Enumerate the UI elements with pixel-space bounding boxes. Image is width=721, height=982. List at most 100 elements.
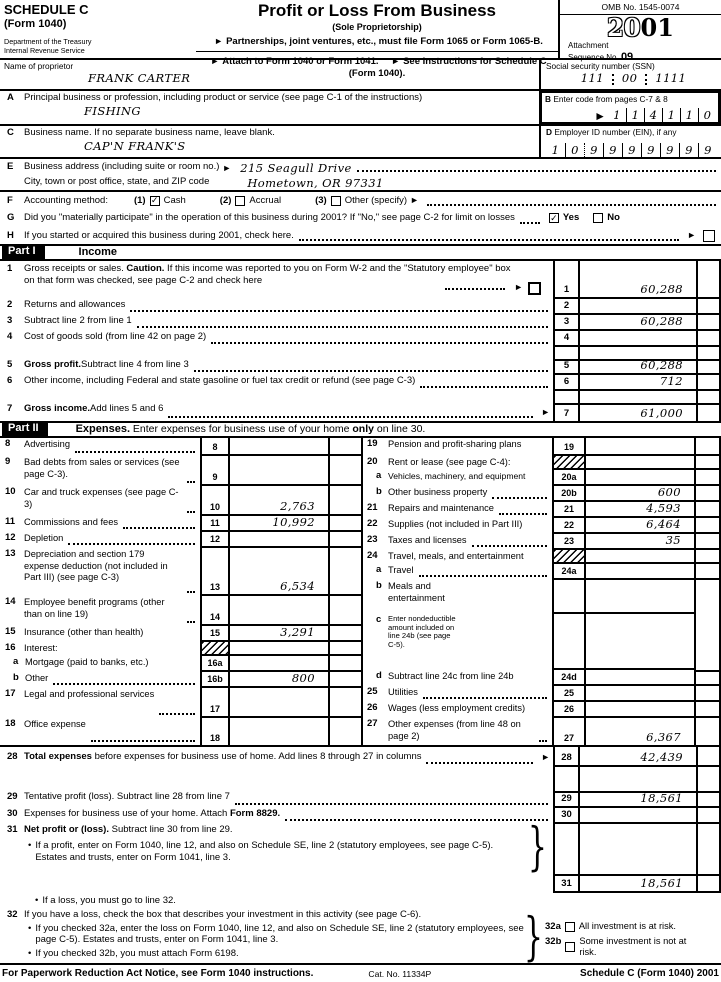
cents-cell[interactable] xyxy=(696,718,719,745)
line-29-amount[interactable]: 18,561 xyxy=(580,791,696,808)
line-20a-amount[interactable] xyxy=(586,470,694,486)
cents-cell[interactable] xyxy=(330,688,361,718)
cents-cell[interactable] xyxy=(696,518,719,534)
line-7-cents[interactable] xyxy=(698,403,719,421)
accrual-checkbox[interactable] xyxy=(235,195,246,206)
city-state-zip-value[interactable]: Hometown, OR 97331 xyxy=(247,176,384,191)
line-28-amount[interactable]: 42,439 xyxy=(580,747,696,767)
no-label: No xyxy=(607,212,620,224)
cents-cell[interactable] xyxy=(698,747,719,767)
line-24c-amount[interactable] xyxy=(586,614,694,670)
all-investment-at-risk-checkbox[interactable] xyxy=(564,921,575,932)
line-25-number-label: 25 xyxy=(367,686,378,697)
yes-checkbox[interactable]: ✓ xyxy=(548,212,559,223)
line-7-label: Add lines 5 and 6 xyxy=(90,403,164,414)
line-19-amount[interactable] xyxy=(586,438,694,456)
cents-cell xyxy=(330,642,361,656)
statutory-employee-checkbox[interactable] xyxy=(528,282,541,295)
line-31-amount[interactable]: 18,561 xyxy=(580,874,696,893)
some-investment-not-at-risk-checkbox[interactable] xyxy=(565,941,576,952)
form-footer: For Paperwork Reduction Act Notice, see … xyxy=(0,963,721,982)
cash-checkbox[interactable]: ✓ xyxy=(149,195,160,206)
line-d-ein[interactable]: 1 0 9 9 9 9 9 9 9 xyxy=(546,142,719,157)
line-17-amount[interactable] xyxy=(230,688,328,718)
line-23-amount[interactable]: 35 xyxy=(586,533,694,550)
cents-cell[interactable] xyxy=(698,791,719,808)
line-12-amount[interactable] xyxy=(230,532,328,548)
line-1-amount[interactable]: 60,288 xyxy=(580,261,696,299)
line-16b-amount[interactable]: 800 xyxy=(230,671,328,688)
line-2-cents[interactable] xyxy=(698,299,719,315)
line-7-amount[interactable]: 61,000 xyxy=(580,403,696,421)
cents-cell[interactable] xyxy=(696,502,719,518)
arrow-icon: ► xyxy=(541,406,550,417)
line-b-code[interactable]: ► 1 1 4 1 1 0 xyxy=(545,107,716,122)
line-29-number-label: 29 xyxy=(7,791,18,802)
cents-cell[interactable] xyxy=(330,516,361,532)
line-32-brace: } xyxy=(523,908,543,968)
cents-cell[interactable] xyxy=(696,702,719,718)
line-3-cents[interactable] xyxy=(698,315,719,331)
line-6-cents[interactable] xyxy=(698,375,719,391)
ssn-value[interactable]: 111 00 1111 xyxy=(546,71,721,86)
cents-cell[interactable] xyxy=(330,532,361,548)
cents-cell[interactable] xyxy=(696,438,719,456)
line-2-amount[interactable] xyxy=(580,299,696,315)
line-9-amount[interactable] xyxy=(230,456,328,486)
cents-cell[interactable] xyxy=(696,686,719,702)
cents-cell[interactable] xyxy=(698,874,719,893)
line-24d-amount[interactable] xyxy=(586,670,694,686)
line-4-cents[interactable] xyxy=(698,331,719,347)
cents-cell[interactable] xyxy=(696,534,719,550)
cents-cell[interactable] xyxy=(696,486,719,502)
line-3-amount[interactable]: 60,288 xyxy=(580,314,696,331)
line-15-amount[interactable]: 3,291 xyxy=(230,625,328,642)
line-1-cents[interactable] xyxy=(698,261,719,299)
line-13-amount[interactable]: 6,534 xyxy=(230,548,328,596)
cents-cell[interactable] xyxy=(330,438,361,456)
line-24a-label: Travel xyxy=(388,565,414,575)
line-30-amount[interactable] xyxy=(580,808,696,824)
other-specify-field[interactable] xyxy=(426,204,716,206)
line-25-amount[interactable] xyxy=(586,686,694,702)
cents-cell[interactable] xyxy=(330,626,361,642)
cents-cell[interactable] xyxy=(330,672,361,688)
line-29-box-number: 29 xyxy=(555,791,578,808)
line-a-value[interactable]: FISHING xyxy=(84,103,142,118)
cents-cell[interactable] xyxy=(330,486,361,516)
cents-cell[interactable] xyxy=(330,656,361,672)
cents-cell[interactable] xyxy=(696,470,719,486)
other-method-checkbox[interactable] xyxy=(330,195,341,206)
line-24b-amount[interactable] xyxy=(586,580,694,614)
business-address-value[interactable]: 215 Seagull Drive xyxy=(240,161,352,175)
cents-cell[interactable] xyxy=(330,456,361,486)
line-8-amount[interactable] xyxy=(230,438,328,456)
line-6-amount[interactable]: 712 xyxy=(580,374,696,391)
cents-cell[interactable] xyxy=(696,564,719,580)
line-14-amount[interactable] xyxy=(230,596,328,626)
cents-cell[interactable] xyxy=(330,718,361,745)
cents-cell[interactable] xyxy=(330,596,361,626)
line-c-value[interactable]: CAP'N FRANK'S xyxy=(84,138,186,153)
no-checkbox[interactable] xyxy=(593,213,604,223)
line-5-cents[interactable] xyxy=(698,359,719,375)
line-20b-amount[interactable]: 600 xyxy=(586,485,694,502)
line-16a-amount[interactable] xyxy=(230,656,328,672)
line-11-amount[interactable]: 10,992 xyxy=(230,515,328,532)
cents-cell[interactable] xyxy=(698,808,719,824)
line-22-amount[interactable]: 6,464 xyxy=(586,517,694,534)
line-5-amount[interactable]: 60,288 xyxy=(580,358,696,375)
line-4-amount[interactable] xyxy=(580,331,696,347)
cents-cell[interactable] xyxy=(696,670,719,686)
line-20-hatch-amount xyxy=(586,456,694,470)
line-18-amount[interactable] xyxy=(230,718,328,745)
cents-cell[interactable] xyxy=(330,548,361,596)
line-21-amount[interactable]: 4,593 xyxy=(586,501,694,518)
line-26-amount[interactable] xyxy=(586,702,694,718)
line-24a-amount[interactable] xyxy=(586,564,694,580)
ein-box-1: 0 xyxy=(565,142,584,157)
line-27-amount[interactable]: 6,367 xyxy=(646,729,681,744)
proprietor-name-value[interactable]: FRANK CARTER xyxy=(88,71,191,86)
started-business-checkbox[interactable] xyxy=(703,229,715,242)
line-10-amount[interactable]: 2,763 xyxy=(230,486,328,516)
